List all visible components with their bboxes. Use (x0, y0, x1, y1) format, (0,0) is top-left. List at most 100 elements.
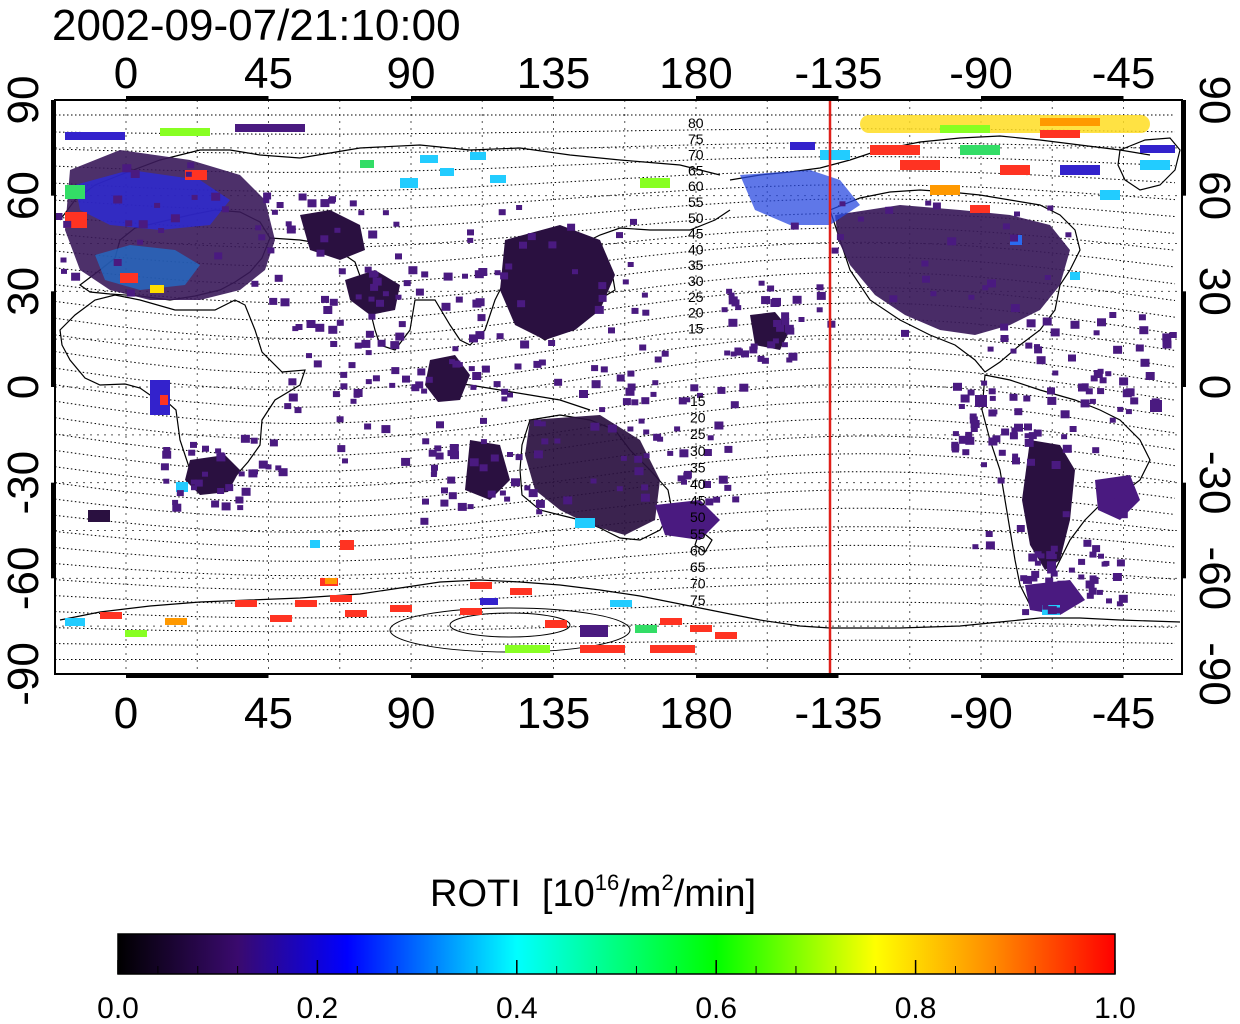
roti-dot (816, 307, 823, 313)
roti-dot (225, 484, 234, 492)
roti-dot (361, 339, 371, 348)
roti-dot (467, 504, 474, 510)
roti-dot (172, 503, 182, 512)
roti-dot (448, 492, 457, 500)
contour-line (55, 582, 1176, 605)
roti-dot (1097, 318, 1106, 327)
roti-dot (739, 383, 749, 392)
contour-line (55, 489, 1176, 533)
roti-dot (951, 446, 959, 453)
roti-dot (1010, 348, 1017, 354)
roti-dot (276, 202, 284, 208)
roti-dot (237, 505, 244, 511)
roti-dot (450, 451, 459, 460)
top-axis-bar (981, 96, 1124, 101)
roti-dot (271, 209, 278, 215)
roti-dot (998, 449, 1006, 456)
roti-dot (721, 307, 728, 313)
contour-line (55, 170, 1176, 192)
roti-dot (952, 431, 959, 437)
contour-label-north: 35 (688, 257, 704, 273)
roti-dot (294, 407, 302, 414)
roti-dot (548, 340, 556, 346)
roti-dot (501, 388, 509, 395)
roti-dot (26, 221, 35, 229)
roti-dot (1070, 320, 1080, 329)
roti-dot (499, 490, 506, 496)
roti-dot (401, 457, 411, 466)
roti-dot (447, 476, 456, 484)
roti-dot (757, 355, 765, 362)
roti-dot (172, 499, 179, 505)
roti-dot (313, 360, 322, 368)
roti-dot (1112, 573, 1122, 581)
roti-dot (1162, 333, 1172, 342)
roti-dot (431, 464, 438, 471)
roti-dot (160, 463, 169, 471)
roti-dot (991, 409, 998, 415)
roti-dot (113, 195, 123, 204)
roti-dot (969, 413, 977, 420)
roti-dot (627, 370, 635, 377)
roti-dot (323, 306, 333, 314)
contour-label-south: 75 (690, 592, 706, 608)
roti-dot (816, 291, 826, 300)
roti-dot (248, 469, 258, 478)
roti-dot (190, 479, 197, 485)
roti-dot (340, 371, 348, 378)
roti-dot (674, 426, 681, 432)
contour-label-south: 70 (690, 576, 706, 592)
roti-dot (767, 285, 775, 292)
roti-dot (274, 274, 283, 282)
roti-dot (627, 383, 636, 391)
roti-dot (1047, 205, 1054, 211)
bottom-axis-bar (696, 673, 839, 678)
map-title: 2002-09-07/21:10:00 (52, 1, 461, 50)
contour-line (55, 212, 1176, 249)
roti-dot (269, 439, 278, 447)
roti-dot (1060, 410, 1070, 419)
roti-dot (185, 171, 192, 177)
roti-dot (221, 206, 229, 213)
roti-dot (1034, 551, 1042, 558)
roti-dot (475, 331, 485, 340)
roti-dot (130, 170, 140, 178)
roti-dot (1103, 560, 1110, 566)
roti-dot (288, 378, 297, 386)
top-tick-label: -45 (1092, 49, 1156, 98)
roti-dot (422, 438, 430, 445)
roti-dot (781, 318, 790, 325)
colorbar-tick-label: 0.0 (97, 992, 139, 1024)
roti-dot (395, 332, 405, 341)
contour-label-south: 45 (690, 493, 706, 509)
roti-dot (728, 318, 738, 327)
roti-dot (790, 222, 799, 230)
roti-dot (505, 263, 513, 270)
roti-dot (661, 350, 669, 357)
roti-dot (654, 356, 662, 363)
roti-dot (642, 309, 650, 316)
roti-dot (1051, 461, 1061, 469)
contour-line (55, 563, 1176, 591)
roti-dot (579, 390, 588, 398)
roti-dot (436, 421, 444, 429)
roti-dot (349, 200, 357, 207)
roti-dot (1024, 433, 1031, 439)
roti-dot (1047, 396, 1057, 405)
roti-dot (734, 348, 743, 356)
roti-dot (958, 404, 965, 409)
top-axis-bar (696, 96, 839, 101)
roti-dot (781, 312, 790, 320)
roti-dot (320, 235, 329, 243)
roti-dot (350, 398, 357, 404)
roti-dot (650, 391, 657, 397)
roti-dot (122, 164, 132, 173)
roti-dot (641, 484, 649, 491)
contour-label-north: 15 (688, 320, 704, 336)
roti-dot (332, 391, 340, 398)
roti-dot (1083, 539, 1092, 547)
roti-dot (703, 449, 712, 456)
roti-dot (1065, 232, 1072, 238)
roti-dot (435, 452, 444, 460)
